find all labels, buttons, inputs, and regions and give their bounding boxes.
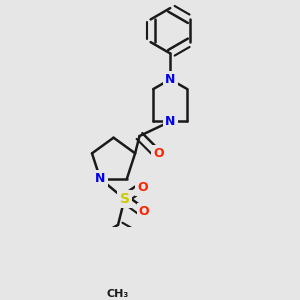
- Text: N: N: [165, 115, 175, 128]
- Text: CH₃: CH₃: [107, 289, 129, 299]
- Text: N: N: [165, 73, 175, 86]
- Text: O: O: [154, 147, 164, 161]
- Text: O: O: [139, 206, 149, 218]
- Text: N: N: [95, 172, 105, 185]
- Text: O: O: [137, 181, 148, 194]
- Text: S: S: [119, 192, 130, 206]
